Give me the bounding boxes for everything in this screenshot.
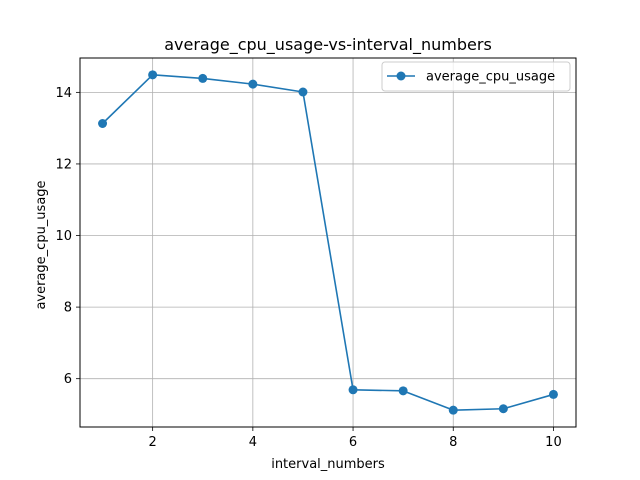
series-line (101, 74, 554, 411)
y-tick-label: 10 (55, 229, 72, 244)
x-tick-label: 4 (249, 435, 257, 450)
data-point (448, 405, 458, 415)
grid (80, 58, 576, 427)
y-tick-label: 12 (55, 157, 72, 172)
chart-title: average_cpu_usage-vs-interval_numbers (164, 35, 492, 55)
plot-frame (79, 57, 577, 428)
data-point (198, 73, 208, 83)
data-point (498, 404, 508, 414)
x-tick-label: 6 (349, 435, 357, 450)
y-tick-label: 6 (64, 372, 72, 387)
y-tick-label: 14 (55, 86, 72, 101)
data-point (548, 389, 558, 399)
x-tick-label: 10 (545, 435, 562, 450)
legend-entry-average-cpu-usage: average_cpu_usage (426, 70, 555, 85)
x-tick-label: 2 (149, 435, 157, 450)
data-point (248, 79, 258, 89)
legend: average_cpu_usage (381, 61, 571, 92)
data-point (98, 118, 108, 128)
x-axis-label: interval_numbers (271, 457, 385, 472)
y-axis-ticks: 6 8 10 12 14 (55, 86, 80, 387)
y-axis-label: average_cpu_usage (34, 180, 49, 309)
x-axis-ticks: 2 4 6 8 10 (149, 427, 562, 450)
data-point (398, 386, 408, 396)
legend-box (381, 61, 571, 92)
x-tick-label: 8 (449, 435, 457, 450)
y-tick-label: 8 (64, 301, 72, 316)
legend-marker-swatch (396, 71, 406, 81)
series-layer (98, 70, 558, 415)
data-point (148, 70, 158, 80)
data-point (348, 385, 358, 395)
data-point (298, 87, 308, 97)
